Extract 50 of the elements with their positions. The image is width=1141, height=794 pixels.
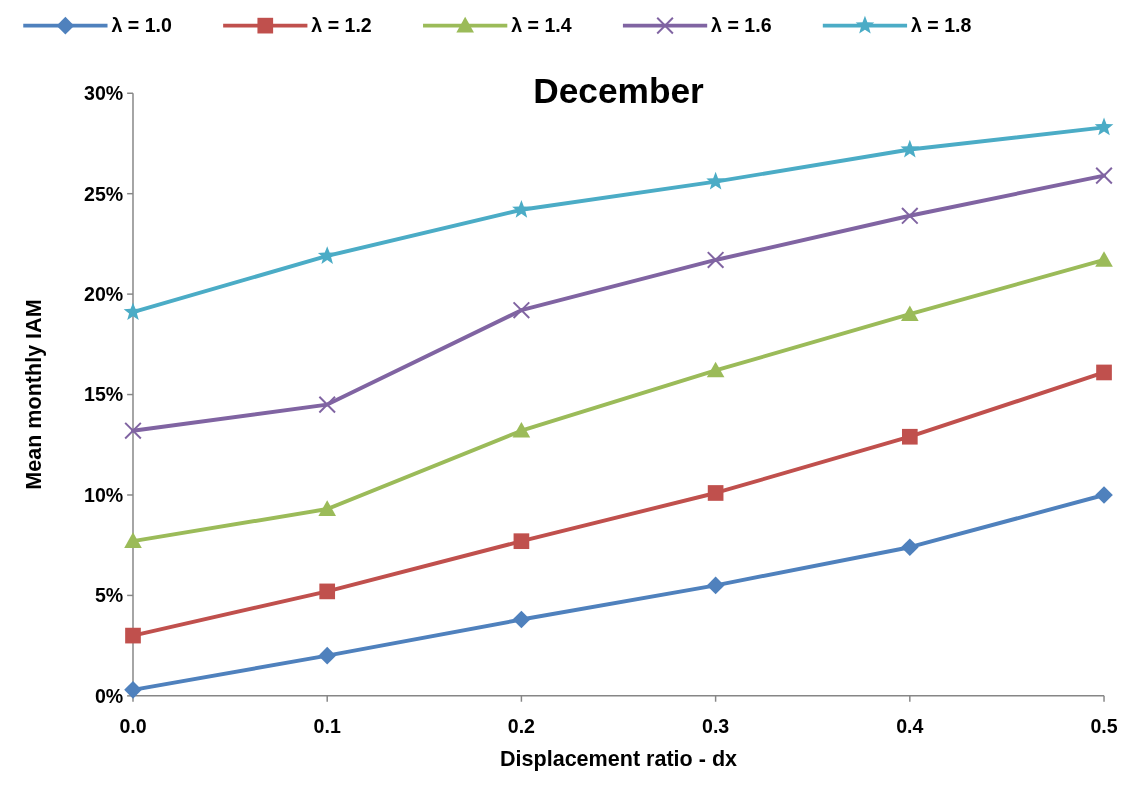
y-tick-label: 25% [84, 182, 124, 205]
point [512, 421, 531, 438]
point [125, 627, 141, 644]
chart-title: December [533, 71, 705, 111]
legend-label: λ = 1.0 [111, 14, 172, 37]
point [319, 583, 336, 600]
y-tick-label: 15% [84, 383, 124, 406]
legend-label: λ = 1.6 [711, 14, 772, 37]
point [901, 305, 919, 322]
y-tick-label: 30% [84, 82, 124, 105]
point [124, 421, 142, 440]
point [706, 171, 725, 190]
point [513, 533, 530, 550]
x-tick-label: 0.2 [507, 715, 536, 738]
point [124, 532, 142, 549]
point [512, 610, 531, 629]
y-tick-label: 10% [84, 483, 124, 506]
legend-label: λ = 1.4 [511, 14, 572, 37]
x-tick-label: 0.4 [896, 715, 924, 738]
y-tick-label: 5% [94, 584, 124, 607]
y-tick-label: 20% [84, 282, 124, 305]
point [512, 301, 531, 319]
x-tick-label: 0.5 [1090, 715, 1118, 738]
point [901, 538, 919, 557]
x-tick-label: 0.3 [702, 715, 730, 738]
point [512, 199, 531, 218]
legend-label: λ = 1.8 [911, 14, 972, 37]
y-tick-label: 0% [94, 684, 124, 707]
point [1096, 364, 1112, 381]
point [124, 681, 142, 699]
point [1095, 166, 1113, 185]
point [1095, 486, 1113, 504]
point [707, 485, 724, 501]
x-tick-label: 0.0 [119, 715, 147, 738]
point [901, 428, 918, 445]
point [318, 500, 337, 516]
point [901, 206, 919, 225]
point [318, 395, 337, 414]
point [317, 246, 337, 264]
point [1094, 117, 1114, 136]
point [706, 251, 725, 269]
point [318, 646, 337, 665]
legend-label: λ = 1.2 [311, 14, 372, 37]
point [706, 576, 725, 595]
point [900, 139, 920, 158]
point [706, 361, 725, 378]
y-axis-title: Mean monthly IAM [20, 299, 46, 490]
x-axis-title: Displacement ratio - dx [499, 746, 738, 772]
point [1095, 251, 1113, 267]
x-tick-label: 0.1 [313, 715, 341, 738]
